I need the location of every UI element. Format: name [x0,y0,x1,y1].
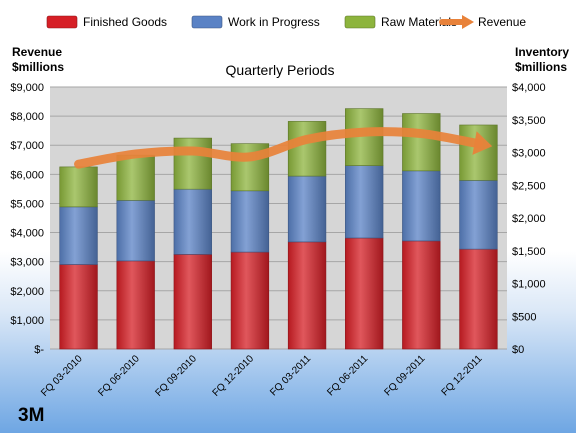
bar-finished-goods [402,240,441,350]
right-tick-label: $3,500 [512,115,546,127]
legend-swatch [46,15,78,29]
bar-work-in-progress [287,175,327,243]
right-tick-label: $0 [512,344,524,356]
category-label: FQ 03-2011 [268,353,313,398]
bar-work-in-progress [59,206,98,265]
right-axis-title-line2: $millions [515,60,567,74]
right-tick-label: $3,000 [512,148,546,160]
chart-title: Quarterly Periods [226,62,335,78]
legend: Finished Goods Work in Progress Raw Materi… [46,15,526,29]
category-label: FQ 06-2011 [325,353,370,398]
bar-work-in-progress [459,180,498,250]
right-axis-ticks: $0 $500 $1,000 $1,500 $2,000 $2,500 $3,000 $3,5… [512,82,546,356]
legend-swatch [191,15,223,29]
right-tick-label: $2,500 [512,180,546,192]
right-tick-label: $1,500 [512,246,546,258]
bar-raw-materials [173,137,212,190]
brand-logo-text: 3M [18,405,44,426]
category-label: FQ 09-2011 [382,353,427,398]
left-tick-label: $1,000 [10,315,44,327]
left-tick-label: $2,000 [10,286,44,298]
legend-label: Work in Progress [228,15,320,29]
left-tick-label: $8,000 [10,111,44,123]
revenue-line [74,127,493,169]
left-axis-ticks: $- $1,000 $2,000 $3,000 $4,000 $5,000 $6,000 $7… [10,82,44,356]
category-label: FQ 12-2010 [211,353,257,399]
bar-work-in-progress [116,200,155,262]
bar-finished-goods [116,260,155,350]
left-tick-label: $6,000 [10,169,44,181]
left-tick-label: $4,000 [10,228,44,240]
left-tick-label: $3,000 [10,257,44,269]
legend-swatch [344,15,376,29]
left-tick-label: $- [34,344,44,356]
bar-finished-goods [230,251,270,350]
left-tick-label: $5,000 [10,198,44,210]
left-axis-title-line2: $millions [12,60,64,74]
bar-finished-goods [459,248,498,350]
legend-label: Raw Materials [381,15,457,29]
bar-finished-goods [287,241,327,350]
bar-raw-materials [402,113,441,172]
legend-label: Finished Goods [83,15,167,29]
category-label: FQ 12-2011 [440,353,485,398]
right-axis-title-line1: Inventory [515,45,569,59]
legend-arrowhead [462,15,474,29]
revenue-line-path [74,127,483,169]
left-tick-label: $9,000 [10,82,44,94]
left-tick-label: $7,000 [10,140,44,152]
bar-work-in-progress [345,165,384,239]
right-tick-label: $2,000 [512,213,546,225]
revenue-arrowhead [472,131,493,155]
bar-finished-goods [173,254,212,350]
category-labels: FQ 03-2010 FQ 06-2010 FQ 09-2010 FQ 12-2010… [39,353,485,399]
bar-work-in-progress [230,190,270,253]
left-axis-title-line1: Revenue [12,45,62,59]
bar-work-in-progress [402,170,441,242]
bar-finished-goods [59,264,98,350]
bar-finished-goods [345,237,384,350]
legend-label: Revenue [478,15,526,29]
right-tick-label: $500 [512,311,536,323]
category-label: FQ 03-2010 [39,353,85,399]
right-tick-label: $4,000 [512,82,546,94]
bars [59,108,498,350]
category-label: FQ 09-2010 [153,353,199,399]
bar-raw-materials [287,121,327,177]
bar-raw-materials [116,154,155,201]
bar-work-in-progress [173,188,212,255]
bar-raw-materials [59,166,98,208]
right-tick-label: $1,000 [512,279,546,291]
category-label: FQ 06-2010 [96,353,142,399]
